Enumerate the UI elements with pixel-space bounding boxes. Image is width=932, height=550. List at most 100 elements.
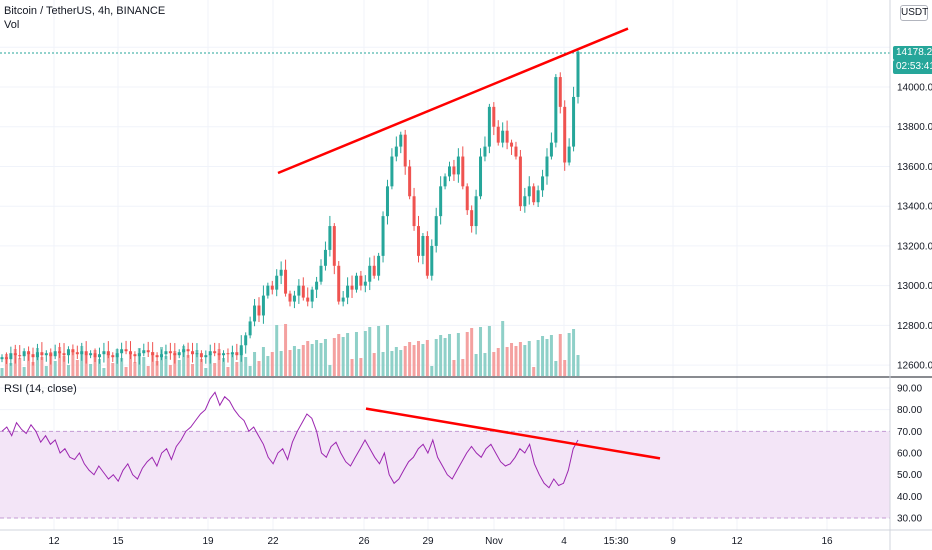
candle bbox=[301, 277, 305, 301]
candle-body bbox=[341, 297, 345, 302]
rsi-band bbox=[0, 431, 890, 518]
candle-body bbox=[182, 349, 186, 353]
candle bbox=[66, 346, 70, 364]
volume-indicator-label[interactable]: Vol bbox=[4, 19, 20, 31]
candle bbox=[456, 148, 460, 183]
candle-body bbox=[319, 265, 323, 282]
volume-bar bbox=[213, 363, 217, 376]
candle-body bbox=[31, 354, 35, 358]
candle-body bbox=[492, 106, 496, 127]
volume-bar bbox=[416, 341, 420, 376]
time-tick-label: 19 bbox=[202, 536, 214, 547]
rsi-indicator-label[interactable]: RSI (14, close) bbox=[4, 383, 77, 395]
candle bbox=[510, 139, 514, 155]
candle-body bbox=[359, 275, 363, 286]
candle-body bbox=[403, 134, 407, 167]
candle bbox=[137, 348, 141, 365]
candle-body bbox=[253, 305, 257, 322]
candle bbox=[222, 350, 226, 362]
candle bbox=[496, 120, 500, 146]
volume-bar bbox=[35, 348, 39, 376]
volume-bar bbox=[186, 355, 190, 376]
candle bbox=[173, 343, 177, 364]
volume-bar bbox=[479, 327, 483, 376]
candle bbox=[257, 297, 261, 323]
candle-body bbox=[226, 353, 230, 355]
volume-bar bbox=[368, 327, 372, 376]
candle-body bbox=[399, 134, 403, 147]
candle bbox=[146, 341, 150, 357]
candle bbox=[288, 290, 292, 307]
candle bbox=[151, 342, 155, 362]
volume-bar bbox=[177, 360, 181, 376]
candle bbox=[44, 350, 48, 362]
candle bbox=[71, 344, 75, 356]
volume-bar bbox=[443, 338, 447, 376]
candle-body bbox=[532, 186, 536, 203]
currency-button[interactable]: USDT bbox=[900, 5, 928, 21]
price-tick-label: 13000.00 bbox=[897, 281, 932, 292]
candle-body bbox=[217, 353, 221, 356]
candle-body bbox=[536, 190, 540, 203]
candle bbox=[492, 102, 496, 136]
candle bbox=[474, 189, 478, 235]
volume-bar bbox=[306, 341, 310, 376]
candle-body bbox=[35, 352, 39, 358]
time-tick-label: 16 bbox=[821, 536, 833, 547]
volume-bar bbox=[532, 367, 536, 376]
candle-body bbox=[257, 305, 261, 316]
candle-body bbox=[456, 156, 460, 175]
candle bbox=[416, 215, 420, 263]
candle-body bbox=[576, 51, 580, 97]
volume-bar bbox=[337, 334, 341, 376]
volume-bar bbox=[483, 353, 487, 376]
candle bbox=[115, 348, 119, 364]
candle-body bbox=[514, 146, 518, 157]
candle bbox=[0, 354, 4, 363]
candle bbox=[549, 132, 553, 160]
candle bbox=[160, 349, 164, 361]
candle bbox=[75, 345, 79, 359]
volume-bar bbox=[346, 333, 350, 376]
volume-bar bbox=[261, 347, 265, 376]
candle-body bbox=[483, 146, 487, 157]
price-tick-label: 13600.00 bbox=[897, 162, 932, 173]
candle-body bbox=[346, 285, 350, 298]
candle-body bbox=[40, 352, 44, 356]
symbol-title[interactable]: Bitcoin / TetherUS, 4h, BINANCE bbox=[4, 5, 166, 17]
candle bbox=[558, 72, 562, 114]
volume-bar bbox=[31, 362, 35, 376]
volume-bar bbox=[514, 346, 518, 376]
candle-body bbox=[421, 236, 425, 256]
candle-body bbox=[448, 166, 452, 177]
volume-bar bbox=[487, 326, 491, 376]
volume-bar bbox=[120, 358, 124, 376]
volume-bar bbox=[328, 365, 332, 376]
candle-body bbox=[0, 357, 4, 360]
candle bbox=[195, 343, 199, 358]
price-tick-label: 12600.00 bbox=[897, 361, 932, 372]
volume-bar bbox=[71, 351, 75, 376]
volume-bar bbox=[323, 339, 327, 376]
candle bbox=[377, 252, 381, 281]
candle bbox=[18, 345, 22, 360]
volume-bar bbox=[501, 321, 505, 376]
candle bbox=[536, 185, 540, 207]
candle bbox=[279, 261, 283, 285]
candle-body bbox=[58, 351, 62, 354]
candle-body bbox=[279, 269, 283, 276]
candle bbox=[323, 241, 327, 271]
candle bbox=[545, 148, 549, 185]
volume-bar bbox=[572, 329, 576, 376]
volume-bar bbox=[266, 356, 270, 376]
volume-bar bbox=[563, 360, 567, 376]
candle bbox=[248, 316, 252, 339]
volume-bar bbox=[310, 344, 314, 376]
volume-bar bbox=[128, 353, 132, 376]
candle bbox=[13, 344, 17, 364]
candle-body bbox=[44, 353, 48, 356]
candle-body bbox=[434, 216, 438, 246]
candle bbox=[253, 298, 257, 327]
time-tick-label: 12 bbox=[731, 536, 743, 547]
